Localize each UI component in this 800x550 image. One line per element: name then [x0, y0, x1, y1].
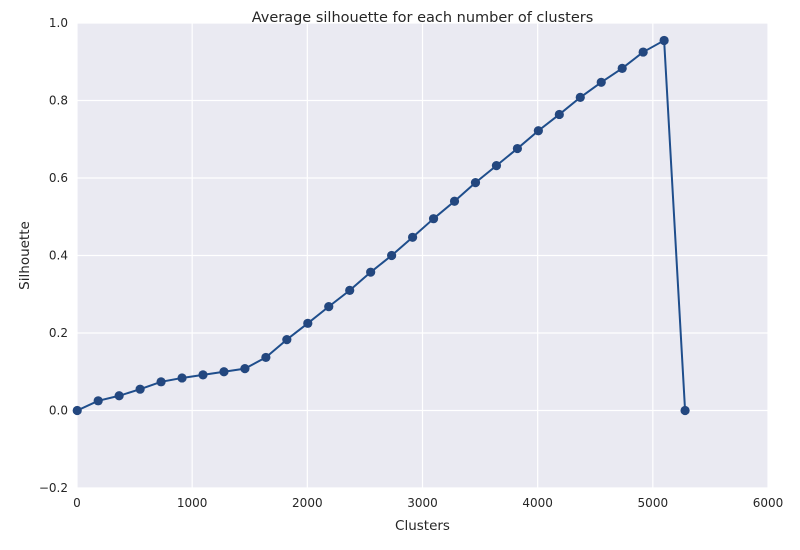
x-axis-label: Clusters	[395, 518, 450, 534]
y-tick-label: 1.0	[49, 16, 68, 30]
series-layer	[72, 35, 690, 416]
data-point	[93, 396, 103, 406]
data-point	[470, 178, 481, 188]
data-point	[114, 391, 124, 401]
data-point	[261, 352, 271, 363]
data-point	[617, 63, 627, 73]
chart-title: Average silhouette for each number of cl…	[252, 10, 594, 26]
data-point	[72, 405, 82, 416]
y-tick-labels: −0.2 0.0 0.2 0.4 0.6 0.8 1.0	[39, 16, 68, 495]
x-tick-labels: 0 1000 2000 3000 4000 5000 6000	[73, 496, 783, 510]
y-tick-label: 0.6	[49, 171, 68, 185]
data-point	[345, 285, 355, 295]
data-point	[407, 232, 418, 242]
data-point	[512, 143, 522, 154]
data-point	[135, 384, 145, 394]
y-tick-label: 0.2	[49, 326, 68, 340]
data-point	[366, 267, 376, 277]
data-point	[428, 214, 439, 224]
grid-lines	[76, 22, 769, 489]
data-point	[638, 47, 648, 57]
data-point	[575, 92, 585, 102]
data-point	[596, 77, 606, 87]
data-point	[219, 367, 229, 377]
data-point	[177, 373, 187, 383]
data-point	[324, 302, 334, 312]
y-tick-label: 0.4	[49, 249, 68, 263]
data-point	[387, 250, 397, 261]
data-point	[282, 334, 292, 345]
data-point	[533, 126, 543, 136]
data-point	[198, 370, 208, 380]
x-tick-label: 4000	[522, 496, 553, 510]
data-point	[491, 161, 502, 171]
data-point	[659, 35, 669, 46]
x-tick-label: 5000	[638, 496, 669, 510]
data-point	[554, 109, 564, 120]
y-tick-label: 0.8	[49, 94, 68, 108]
data-point	[680, 405, 690, 416]
x-tick-label: 2000	[292, 496, 323, 510]
x-tick-label: 6000	[753, 496, 784, 510]
y-tick-label: −0.2	[39, 481, 68, 495]
data-point	[240, 364, 250, 374]
data-point	[303, 318, 313, 328]
y-tick-label: 0.0	[49, 404, 68, 418]
data-point	[156, 377, 166, 387]
x-tick-label: 0	[73, 496, 81, 510]
y-axis-label: Silhouette	[17, 221, 33, 290]
x-tick-label: 1000	[177, 496, 208, 510]
x-tick-label: 3000	[407, 496, 438, 510]
data-point	[449, 196, 460, 206]
